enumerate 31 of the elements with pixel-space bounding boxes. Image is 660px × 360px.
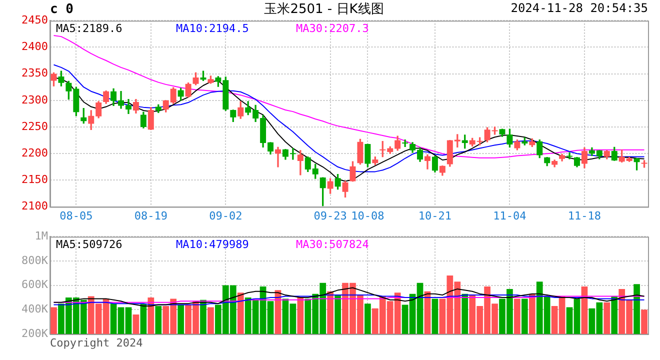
text: Copyright 2024 [50,336,144,350]
x-tick-label: 11-18 [568,209,602,222]
y-tick-label: 600K [22,278,48,292]
y-tick-label: 200K [22,326,48,340]
text: MA10:479989 [176,238,249,251]
text: MA10:2194.5 [176,22,249,35]
y-tick-label: 2200 [22,146,48,160]
text: c 0 [50,2,74,17]
y-tick-label: 2150 [22,173,48,186]
y-tick-label: 400K [22,302,48,316]
x-tick-label: 10-08 [351,209,384,222]
y-tick-label: 1M [34,229,48,242]
y-tick-label: 2400 [22,40,48,54]
y-tick-label: 2250 [22,120,48,133]
x-tick-label: 08-19 [134,209,168,222]
x-tick-label: 11-04 [493,209,527,222]
text: MA30:2207.3 [296,22,369,35]
x-tick-label: 09-23 [314,209,347,222]
y-tick-label: 2100 [22,200,48,213]
x-tick-label: 10-21 [418,209,452,222]
x-tick-label: 09-02 [209,209,242,222]
text: MA30:507824 [296,238,370,251]
y-tick-label: 2350 [22,66,48,80]
text: MA5:2189.6 [56,22,122,35]
chart-title: 玉米2501 - 日K线图 [264,2,384,18]
text: MA5:509726 [56,238,122,251]
y-tick-label: 2300 [22,93,48,106]
text: 2024-11-28 20:54:35 [510,1,648,16]
x-tick-label: 08-05 [60,209,93,222]
y-tick-label: 2450 [22,13,48,26]
y-tick-label: 800K [22,254,48,267]
